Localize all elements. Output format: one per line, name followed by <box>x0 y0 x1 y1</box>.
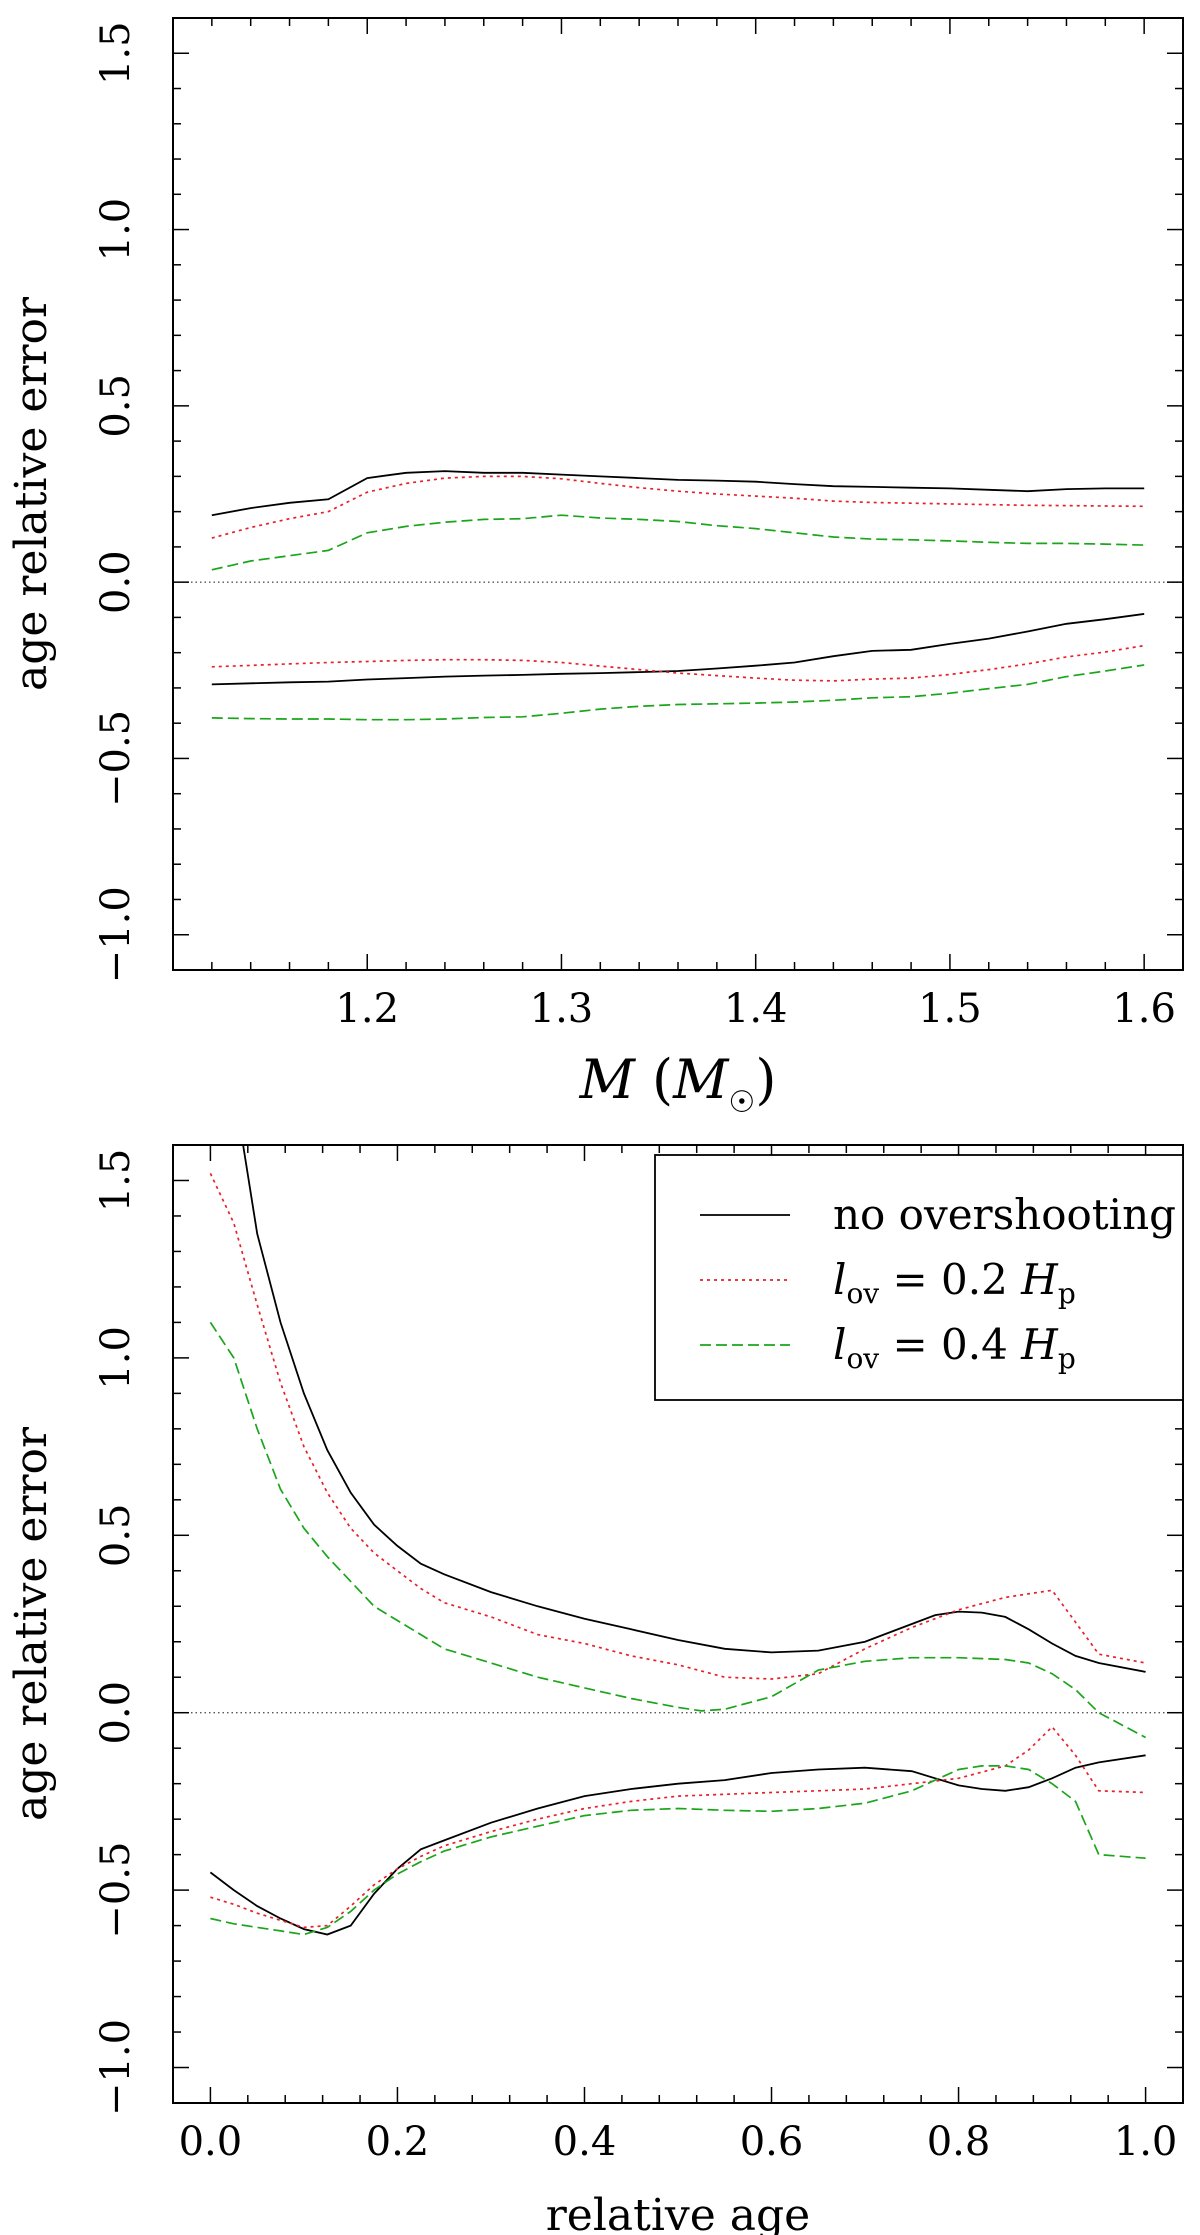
top-x-tick-label: 1.4 <box>724 986 788 1032</box>
top-x-tick-label: 1.5 <box>918 986 982 1032</box>
bottom-panel: 0.0 0.2 0.4 0.6 0.8 1.0 −1.0 −0.5 0.0 0.5 1.0 1.5 a… <box>6 1144 1184 2235</box>
legend-label-3: lov = 0.4 Hp <box>833 1320 1076 1375</box>
legend-label-1: no overshooting <box>833 1190 1176 1239</box>
bottom-plot-frame <box>172 1144 1184 2104</box>
top-series-group <box>211 470 1145 721</box>
series-line-l-ov-0-2-h-p-upper <box>211 475 1145 539</box>
series-line-l-ov-0-2-h-p-lower <box>210 1725 1146 1929</box>
series-line-l-ov-0-2-h-p-lower <box>211 644 1145 682</box>
top-y-tick-label: 0.5 <box>93 374 139 438</box>
bot-x-tick-label: 0.4 <box>553 2119 617 2165</box>
series-line-l-ov-0-4-h-p-upper <box>209 1321 1146 1739</box>
top-y-tick-label: −1.0 <box>93 886 139 983</box>
series-line-no-overshooting-lower <box>209 1754 1146 1936</box>
top-plot-frame <box>172 17 1184 971</box>
bottom-x-axis-label: relative age <box>546 2190 810 2235</box>
bot-x-tick-label: 0.0 <box>179 2119 243 2165</box>
bot-y-tick-label: −1.0 <box>93 2019 139 2116</box>
legend-h-symbol: H <box>1020 1320 1059 1369</box>
series-line-l-ov-0-2-h-p-upper <box>209 1173 1146 1680</box>
top-y-tick-label: −0.5 <box>93 710 139 807</box>
bot-y-tick-label: 0.5 <box>93 1503 139 1567</box>
top-axis-ticks: 1.2 1.3 1.4 1.5 1.6 −1.0 −0.5 0.0 0.5 1.0 1.5 <box>93 17 1184 1032</box>
top-y-tick-label: 1.5 <box>93 21 139 85</box>
series-line-l-ov-0-4-h-p-lower <box>211 664 1145 721</box>
legend-ov-subscript: ov <box>846 1342 879 1375</box>
legend-l-symbol: l <box>833 1320 846 1369</box>
top-x-tick-label: 1.6 <box>1112 986 1176 1032</box>
legend-ov-subscript: ov <box>846 1277 879 1310</box>
top-y-axis-label: age relative error <box>6 296 57 691</box>
legend-value: = 0.4 <box>879 1320 1021 1369</box>
bot-x-tick-label: 1.0 <box>1114 2119 1178 2165</box>
bot-y-tick-label: 0.0 <box>93 1681 139 1745</box>
bot-x-tick-label: 0.6 <box>740 2119 804 2165</box>
legend-h-symbol: H <box>1020 1255 1059 1304</box>
legend-l-symbol: l <box>833 1255 846 1304</box>
top-y-tick-label: 1.0 <box>93 198 139 262</box>
top-x-tick-label: 1.2 <box>335 986 399 1032</box>
bot-x-tick-label: 0.8 <box>927 2119 991 2165</box>
series-line-l-ov-0-4-h-p-upper <box>211 514 1145 571</box>
bottom-y-axis-label: age relative error <box>6 1426 57 1821</box>
top-x-axis-label: M (M☉) <box>579 1048 777 1120</box>
x-label-open-paren: ( <box>652 1048 673 1111</box>
bot-x-tick-label: 0.2 <box>366 2119 430 2165</box>
bottom-series-group <box>209 1145 1146 1936</box>
series-line-no-overshooting-upper <box>242 1145 1146 1673</box>
bot-y-tick-label: 1.5 <box>93 1149 139 1213</box>
series-line-l-ov-0-4-h-p-lower <box>210 1765 1146 1936</box>
bot-y-tick-label: 1.0 <box>93 1326 139 1390</box>
bot-y-tick-label: −0.5 <box>93 1842 139 1939</box>
top-y-tick-label: 0.0 <box>93 550 139 614</box>
top-panel: 1.2 1.3 1.4 1.5 1.6 −1.0 −0.5 0.0 0.5 1.0 1.5 age … <box>6 17 1184 1120</box>
series-line-no-overshooting-upper <box>211 470 1145 517</box>
legend-p-subscript: p <box>1058 1277 1076 1310</box>
legend-label-2: lov = 0.2 Hp <box>833 1255 1076 1310</box>
bottom-axis-ticks: 0.0 0.2 0.4 0.6 0.8 1.0 −1.0 −0.5 0.0 0.5 1.0 1.5 <box>93 1144 1184 2165</box>
legend-value: = 0.2 <box>879 1255 1021 1304</box>
top-x-tick-label: 1.3 <box>530 986 594 1032</box>
x-label-mass-unit: M <box>672 1048 730 1111</box>
x-label-sun-symbol: ☉ <box>728 1085 755 1120</box>
x-label-mass-symbol: M <box>579 1048 652 1111</box>
legend-box <box>654 1154 1184 1401</box>
series-line-no-overshooting-lower <box>211 613 1145 686</box>
legend-p-subscript: p <box>1058 1342 1076 1375</box>
x-label-close-paren: ) <box>755 1048 776 1111</box>
